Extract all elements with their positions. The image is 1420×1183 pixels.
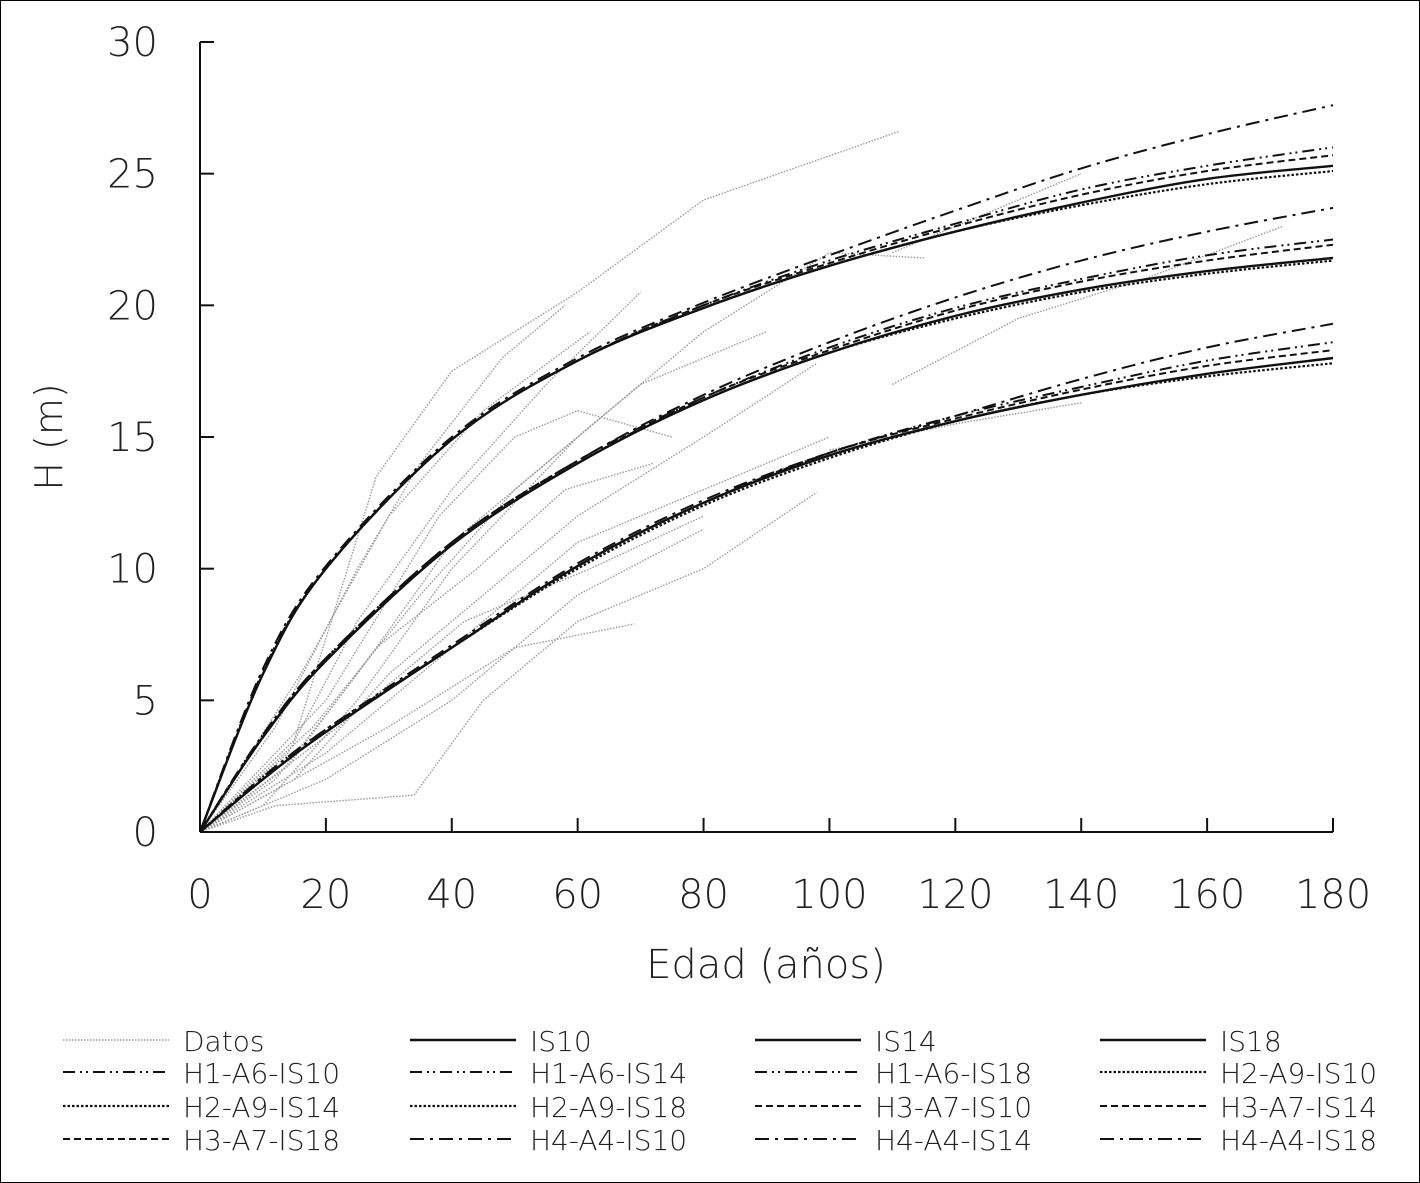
legend-item: H2-A9-IS10 — [1100, 1057, 1377, 1090]
datos-line — [199, 409, 673, 833]
legend-label: H2-A9-IS10 — [1220, 1057, 1377, 1090]
legend-item: Datos — [63, 1025, 264, 1058]
legend-item: H3-A7-IS10 — [755, 1091, 1032, 1124]
x-tick-label: 100 — [791, 872, 867, 918]
legend-label: H2-A9-IS18 — [530, 1091, 687, 1124]
curve-h2-a9-is10 — [199, 362, 1334, 833]
y-tick-label: 5 — [133, 678, 158, 724]
legend-label: H3-A7-IS10 — [875, 1091, 1032, 1124]
datos-line — [199, 491, 818, 833]
datos-line — [199, 304, 566, 833]
x-tick-label: 0 — [187, 872, 212, 918]
legend-item: H4-A4-IS10 — [410, 1124, 687, 1157]
datos-line — [892, 225, 1283, 385]
y-tick-label: 20 — [107, 283, 158, 329]
y-tick-label: 30 — [107, 20, 158, 66]
legend-item: H4-A4-IS14 — [755, 1124, 1032, 1157]
datos-line — [199, 362, 818, 833]
legend-label: H3-A7-IS14 — [1220, 1091, 1377, 1124]
legend-item: H3-A7-IS18 — [63, 1124, 340, 1157]
legend-label: IS18 — [1220, 1025, 1282, 1058]
model-curves — [198, 104, 1334, 833]
legend-item: H2-A9-IS14 — [63, 1091, 340, 1124]
axes: 0 20 40 60 80 100 120 140 160 180 0 5 10 15 20 25 30 — [107, 20, 1371, 918]
y-tick-label: 0 — [133, 810, 158, 856]
legend-item: H1-A6-IS10 — [63, 1057, 340, 1090]
x-tick-label: 20 — [300, 872, 351, 918]
legend-item: H1-A6-IS14 — [410, 1057, 687, 1090]
curve-h4-a4-is14 — [199, 206, 1334, 833]
datos-line — [199, 130, 899, 833]
y-axis-label: H (m) — [27, 383, 71, 490]
legend: Datos IS10 IS14 IS18 H1-A6-IS10 H1-A6-IS14 H1-… — [63, 1025, 1377, 1157]
curve-h2-a9-is18 — [198, 169, 1334, 833]
legend-item: H2-A9-IS18 — [410, 1091, 687, 1124]
legend-label: H3-A7-IS18 — [183, 1124, 340, 1157]
datos-line — [199, 291, 642, 833]
x-tick-label: 180 — [1295, 872, 1371, 918]
x-tick-label: 160 — [1169, 872, 1245, 918]
x-tick-label: 140 — [1043, 872, 1119, 918]
y-tick-label: 15 — [107, 415, 158, 461]
curve-h1-a6-is10 — [199, 341, 1334, 833]
legend-label: H1-A6-IS10 — [183, 1057, 340, 1090]
datos-line — [199, 410, 610, 833]
datos-lines — [199, 130, 1283, 833]
curve-h1-a6-is14 — [199, 238, 1334, 833]
legend-label: IS14 — [875, 1025, 937, 1058]
datos-line — [199, 623, 635, 833]
x-tick-label: 120 — [917, 872, 993, 918]
datos-line — [199, 515, 704, 833]
curve-h3-a7-is14 — [199, 243, 1334, 833]
legend-label: H4-A4-IS10 — [530, 1124, 687, 1157]
datos-line — [199, 331, 591, 833]
curve-h1-a6-is18 — [199, 146, 1334, 833]
y-tick-label: 25 — [107, 152, 158, 198]
legend-item: IS18 — [1100, 1025, 1282, 1058]
legend-label: IS10 — [530, 1025, 592, 1058]
legend-label: H1-A6-IS14 — [530, 1057, 687, 1090]
curve-is10 — [199, 356, 1334, 833]
datos-line — [199, 528, 704, 833]
x-tick-label: 40 — [426, 872, 477, 918]
legend-label: Datos — [183, 1025, 264, 1058]
legend-item: H3-A7-IS14 — [1100, 1091, 1377, 1124]
legend-label: H4-A4-IS18 — [1220, 1124, 1377, 1157]
curve-h4-a4-is10 — [199, 322, 1334, 833]
curve-is14 — [199, 256, 1334, 833]
datos-line — [199, 462, 654, 833]
legend-item: H4-A4-IS18 — [1100, 1124, 1377, 1157]
legend-item: IS14 — [755, 1025, 937, 1058]
legend-label: H1-A6-IS18 — [875, 1057, 1032, 1090]
curve-h4-a4-is18 — [199, 104, 1334, 833]
legend-label: H2-A9-IS14 — [183, 1091, 340, 1124]
y-tick-label: 10 — [107, 547, 158, 593]
legend-label: H4-A4-IS14 — [875, 1124, 1032, 1157]
x-tick-label: 80 — [678, 872, 729, 918]
datos-line — [829, 402, 1082, 451]
curve-h3-a7-is10 — [199, 349, 1334, 833]
legend-item: IS10 — [410, 1025, 592, 1058]
legend-item: H1-A6-IS18 — [755, 1057, 1032, 1090]
datos-line — [199, 251, 924, 833]
x-axis-label: Edad (años) — [646, 942, 886, 988]
curve-h3-a7-is18 — [199, 154, 1334, 833]
x-tick-label: 60 — [552, 872, 603, 918]
datos-line — [199, 436, 830, 833]
